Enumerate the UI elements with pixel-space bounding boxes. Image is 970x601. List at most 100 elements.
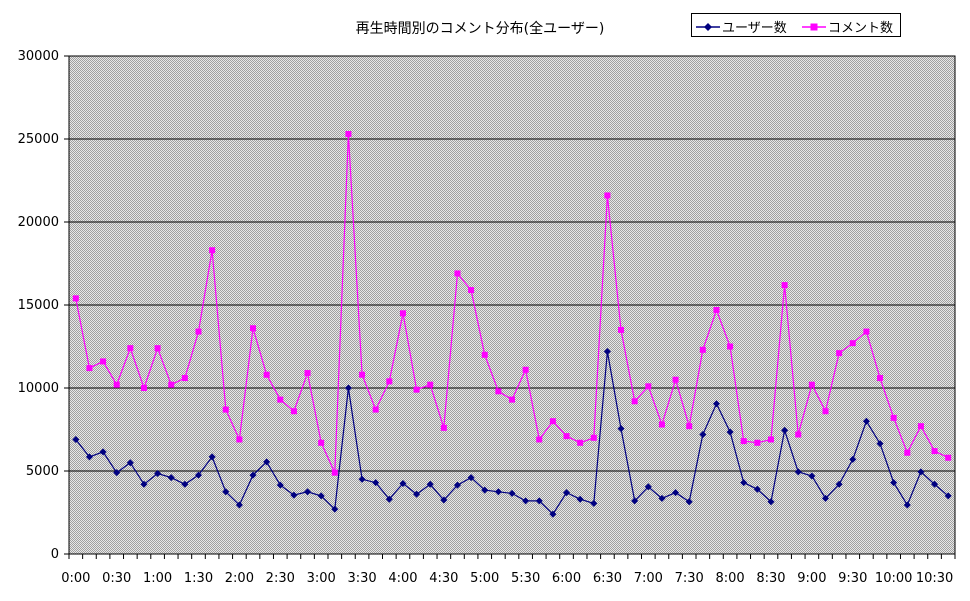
x-tick-label: 4:30 xyxy=(429,571,458,586)
data-point xyxy=(931,480,939,488)
data-point xyxy=(767,498,775,506)
data-point xyxy=(945,454,952,461)
data-point xyxy=(317,492,325,500)
legend-users-label: ユーザー数 xyxy=(722,21,787,36)
data-point xyxy=(781,282,788,289)
data-point xyxy=(713,306,720,313)
data-point xyxy=(590,434,597,441)
data-point xyxy=(917,468,925,476)
data-point xyxy=(903,501,911,509)
data-point xyxy=(72,295,79,302)
data-point xyxy=(467,474,475,482)
data-point xyxy=(686,423,693,430)
x-tick-label: 3:30 xyxy=(347,571,376,586)
series-users xyxy=(72,347,952,518)
data-point xyxy=(208,453,216,461)
data-point xyxy=(767,436,774,443)
data-point xyxy=(672,489,680,497)
data-point xyxy=(794,468,802,476)
legend-comments-marker xyxy=(802,23,826,30)
legend-item-comments: コメント数 xyxy=(802,17,893,36)
data-point xyxy=(522,366,529,373)
data-point xyxy=(181,480,189,488)
data-point xyxy=(413,386,420,393)
data-point xyxy=(290,491,298,499)
data-point xyxy=(672,376,679,383)
data-point xyxy=(740,438,747,445)
data-point xyxy=(181,375,188,382)
x-tick-label: 9:00 xyxy=(797,571,826,586)
data-point xyxy=(863,328,870,335)
y-tick-label: 20000 xyxy=(18,215,59,230)
x-tick-label: 7:30 xyxy=(675,571,704,586)
x-axis: 0:00 0:30 1:00 1:30 2:00 2:30 3:00 3:30 4:00 4:30… xyxy=(61,554,956,586)
data-point xyxy=(509,396,515,403)
data-point xyxy=(358,475,366,483)
data-point xyxy=(154,469,162,477)
x-tick-label: 3:00 xyxy=(307,571,336,586)
x-tick-label: 6:30 xyxy=(593,571,622,586)
data-point xyxy=(154,345,161,352)
data-point xyxy=(276,481,284,489)
data-point xyxy=(699,430,707,438)
data-point xyxy=(836,350,843,357)
x-tick-label: 9:30 xyxy=(838,571,867,586)
x-tick-label: 5:00 xyxy=(470,571,499,586)
chart-title: 再生時間別のコメント分布(全ユーザー) xyxy=(355,21,605,37)
data-point xyxy=(577,439,584,446)
data-point xyxy=(604,192,611,199)
data-point xyxy=(304,488,312,496)
data-point xyxy=(454,270,461,277)
data-point xyxy=(795,431,802,438)
data-point xyxy=(167,474,175,482)
data-point xyxy=(849,340,856,347)
x-tick-label: 10:30 xyxy=(916,571,953,586)
data-point xyxy=(372,406,379,413)
y-tick-label: 0 xyxy=(51,547,59,562)
data-point xyxy=(481,486,489,494)
data-point xyxy=(113,469,121,477)
x-tick-label: 4:00 xyxy=(388,571,417,586)
data-point xyxy=(440,424,447,431)
data-point xyxy=(535,497,543,505)
x-tick-label: 10:00 xyxy=(875,571,912,586)
data-point xyxy=(426,480,434,488)
data-point xyxy=(890,479,898,487)
data-point xyxy=(890,414,897,421)
series-layer xyxy=(72,131,952,518)
data-point xyxy=(195,328,202,335)
legend-users-marker xyxy=(696,22,720,31)
data-point xyxy=(563,489,571,497)
data-point xyxy=(549,418,556,425)
data-point xyxy=(590,499,598,507)
x-tick-label: 0:00 xyxy=(61,571,90,586)
data-point xyxy=(85,453,93,461)
data-point xyxy=(100,358,107,365)
x-tick-label: 8:00 xyxy=(715,571,744,586)
data-point xyxy=(727,343,734,350)
data-point xyxy=(822,408,829,415)
data-point xyxy=(222,488,230,496)
data-point xyxy=(399,479,407,487)
x-tick-label: 0:30 xyxy=(102,571,131,586)
y-tick-label: 10000 xyxy=(18,381,59,396)
y-tick-label: 15000 xyxy=(18,298,59,313)
data-point xyxy=(99,448,107,456)
data-point xyxy=(753,485,761,493)
data-point xyxy=(113,381,120,388)
data-point xyxy=(386,378,393,385)
data-point xyxy=(140,385,147,391)
data-point xyxy=(877,375,884,382)
legend: ユーザー数 コメント数 xyxy=(691,13,901,37)
x-tick-label: 2:30 xyxy=(266,571,295,586)
data-point xyxy=(876,440,884,448)
data-point xyxy=(359,371,366,378)
x-tick-label: 2:00 xyxy=(225,571,254,586)
data-point xyxy=(290,408,297,415)
data-point xyxy=(644,483,652,491)
y-tick-label: 30000 xyxy=(18,49,59,64)
data-point xyxy=(822,494,830,502)
data-point xyxy=(453,481,461,489)
data-point xyxy=(235,501,243,509)
data-point xyxy=(250,325,257,332)
